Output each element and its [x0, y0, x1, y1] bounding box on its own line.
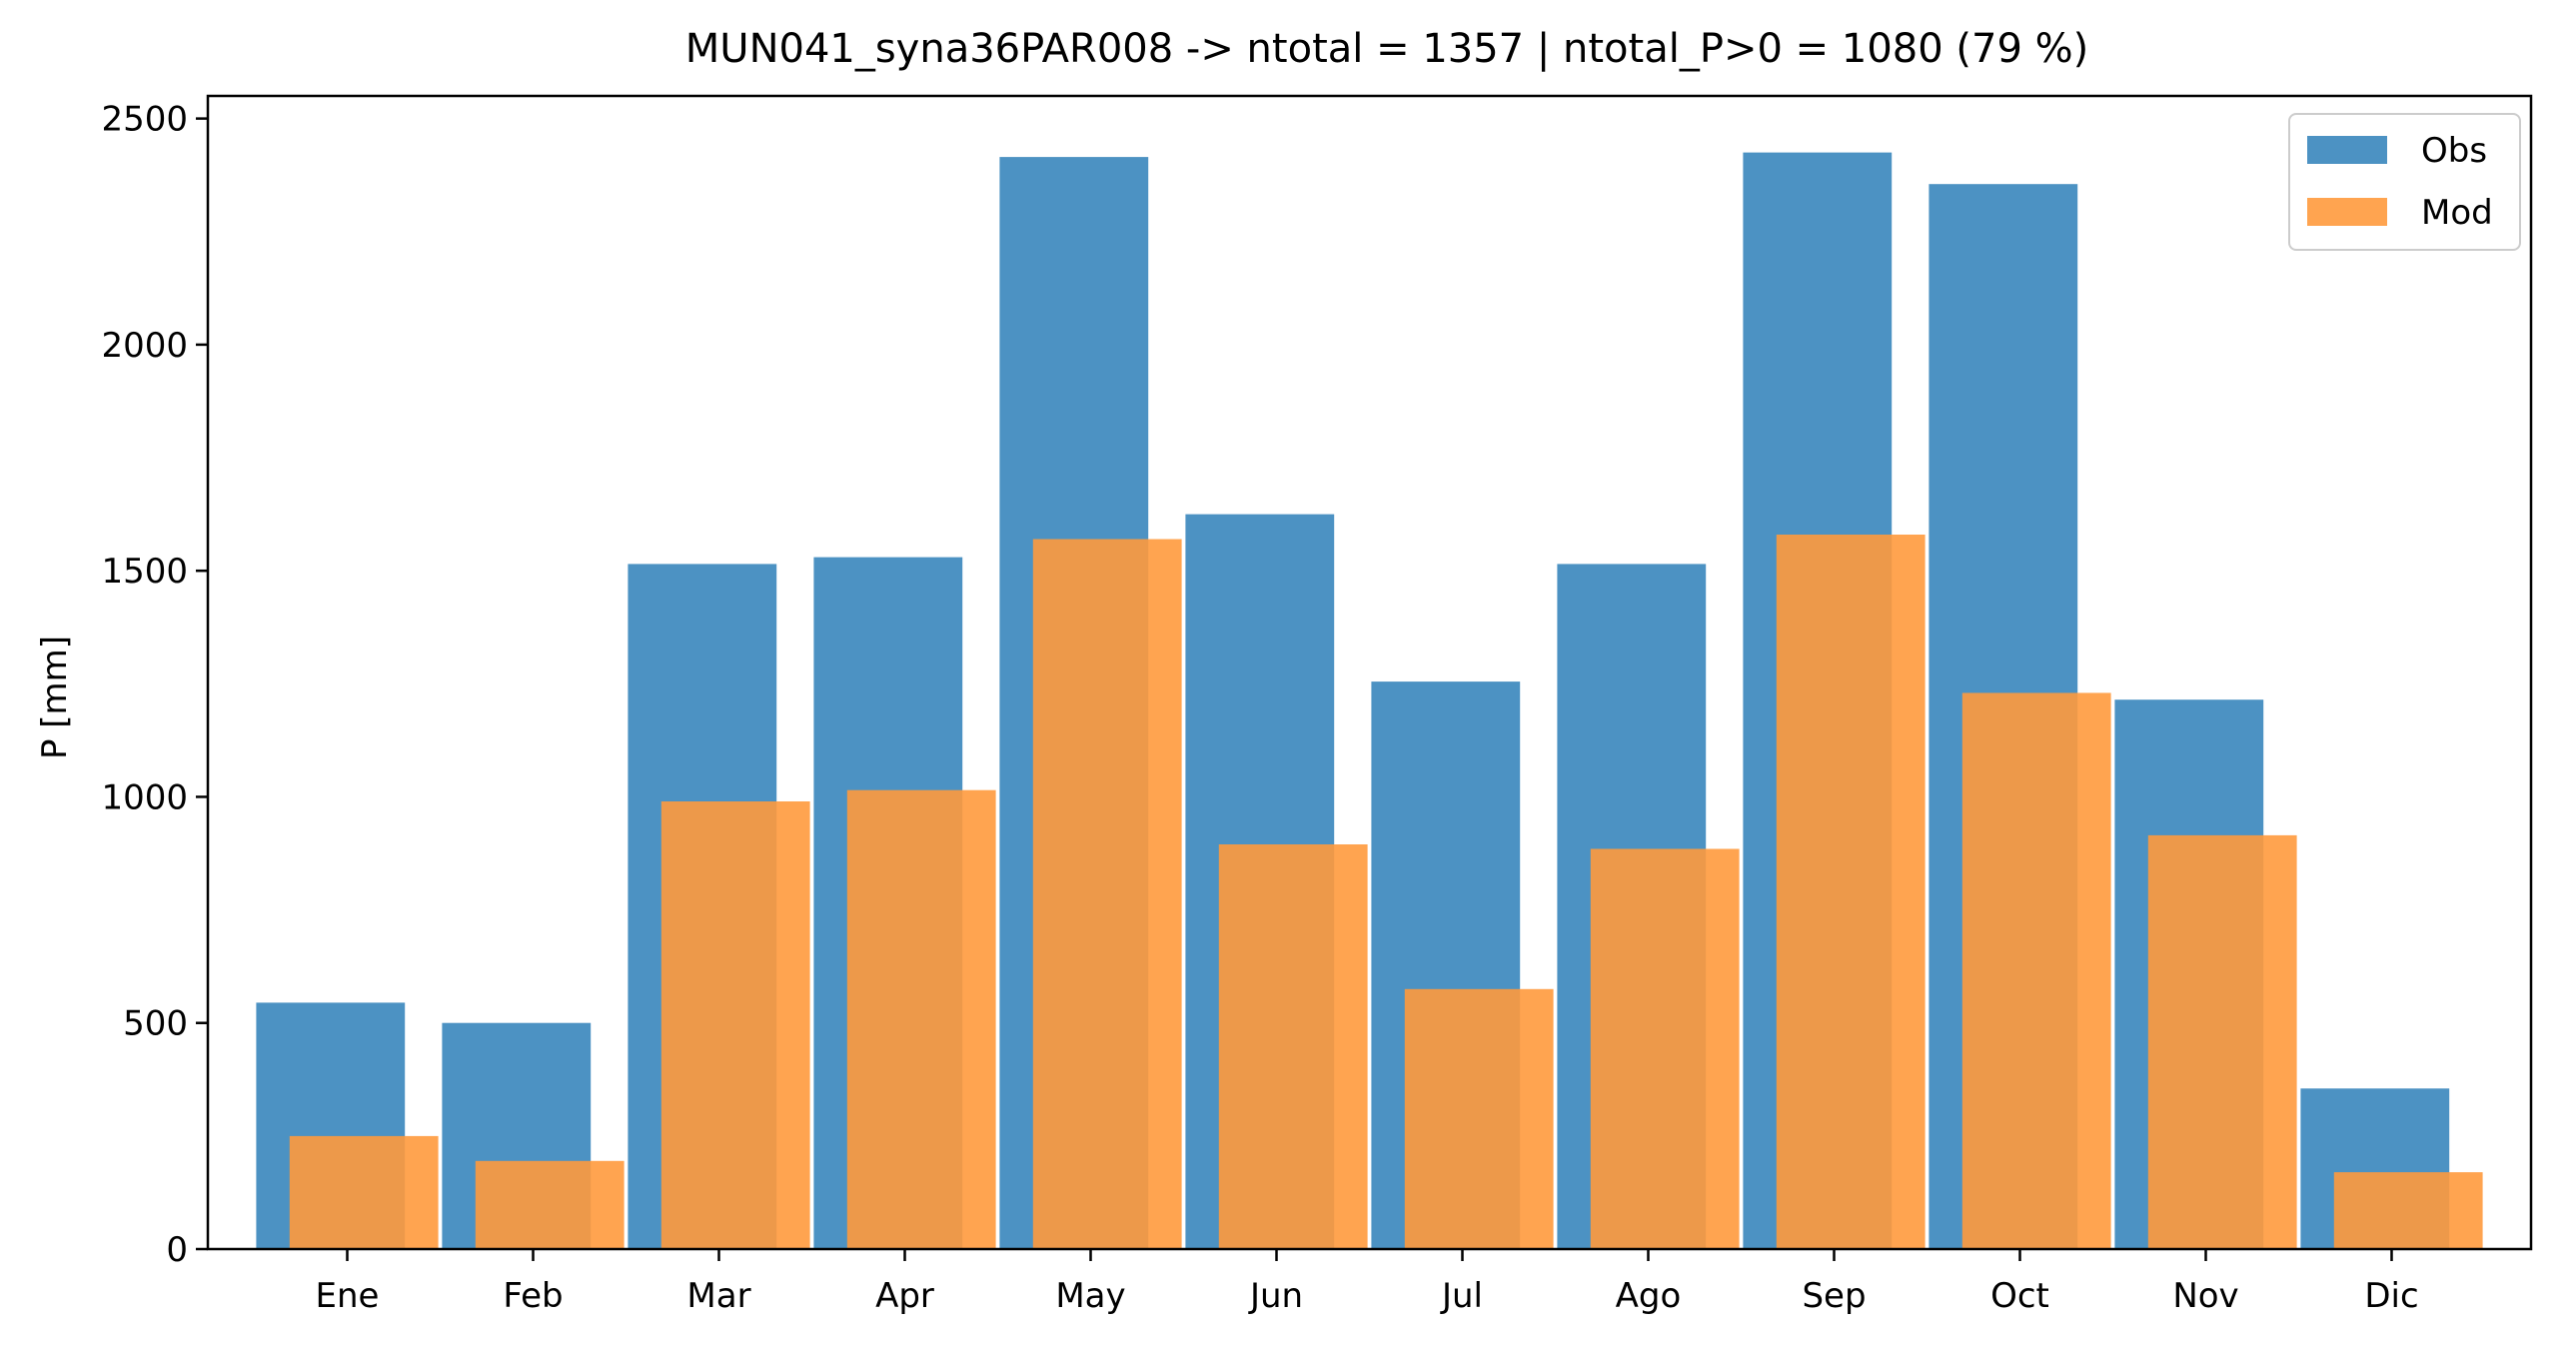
x-tick-label-dic: Dic: [2364, 1276, 2418, 1316]
y-tick-label: 500: [123, 1004, 188, 1044]
legend-label-mod: Mod: [2421, 193, 2493, 233]
legend-swatch-mod: [2307, 198, 2387, 226]
bar-mod-may: [1032, 539, 1182, 1249]
bar-mod-oct: [1961, 692, 2111, 1249]
chart-title: MUN041_syna36PAR008 -> ntotal = 1357 | n…: [685, 26, 2088, 72]
y-tick-label: 2500: [101, 100, 188, 140]
legend-swatch-obs: [2307, 136, 2387, 164]
x-tick-label-may: May: [1055, 1276, 1125, 1316]
bar-mod-mar: [660, 801, 810, 1249]
x-tick-label-jun: Jun: [1248, 1276, 1303, 1316]
y-axis-label: P [mm]: [35, 636, 75, 759]
bar-mod-ene: [289, 1135, 439, 1249]
bar-mod-ago: [1590, 848, 1740, 1249]
bar-mod-apr: [846, 789, 996, 1249]
y-tick-label: 2000: [101, 326, 188, 366]
x-axis: Ene Feb Mar Apr May Jun Jul Ago Sep Oct Nov Dic: [316, 1249, 2419, 1316]
x-tick-label-sep: Sep: [1802, 1276, 1866, 1316]
bar-mod-jul: [1404, 988, 1554, 1249]
y-tick-label: 0: [166, 1230, 188, 1270]
y-tick-label: 1000: [101, 777, 188, 817]
series-mod: [289, 535, 2483, 1249]
bar-mod-dic: [2333, 1172, 2483, 1249]
x-tick-label-mar: Mar: [686, 1276, 750, 1316]
y-tick-label: 1500: [101, 552, 188, 592]
x-tick-label-ago: Ago: [1616, 1276, 1682, 1316]
legend: Obs Mod: [2288, 113, 2521, 251]
bar-mod-jun: [1218, 844, 1368, 1249]
bar-mod-nov: [2147, 834, 2297, 1249]
bar-mod-sep: [1776, 535, 1926, 1249]
bars-layer: [256, 152, 2483, 1250]
bar-mod-feb: [475, 1160, 625, 1249]
x-tick-label-feb: Feb: [503, 1276, 563, 1316]
x-tick-label-oct: Oct: [1990, 1276, 2049, 1316]
y-axis: 0 500 1000 1500 2000 2500: [101, 100, 208, 1270]
x-tick-label-jul: Jul: [1440, 1276, 1483, 1316]
x-tick-label-nov: Nov: [2172, 1276, 2238, 1316]
legend-label-obs: Obs: [2421, 131, 2487, 171]
x-tick-label-ene: Ene: [316, 1276, 380, 1316]
x-tick-label-apr: Apr: [875, 1276, 934, 1316]
plot-frame: [206, 94, 2533, 1251]
